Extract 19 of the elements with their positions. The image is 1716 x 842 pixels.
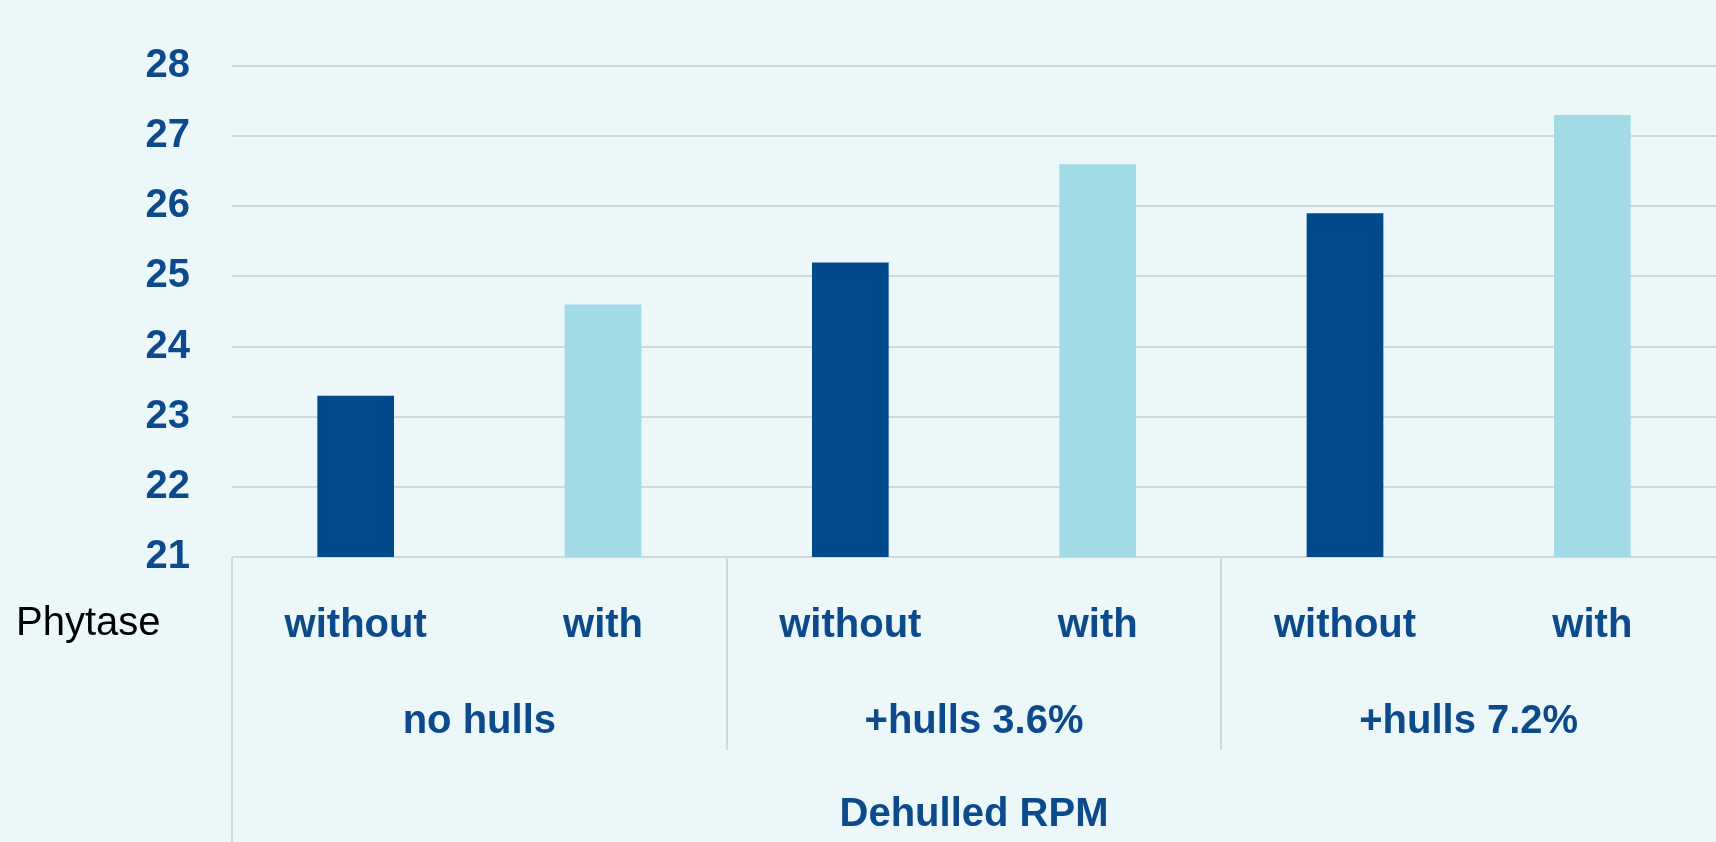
x-axis-title: Dehulled RPM bbox=[839, 790, 1109, 835]
x-tick-label: without bbox=[283, 601, 427, 646]
x-tick-label: without bbox=[1272, 601, 1417, 646]
y-tick-label: 27 bbox=[145, 111, 190, 156]
text: Phytase bbox=[16, 599, 161, 644]
x-tick-label: without bbox=[778, 601, 922, 646]
y-tick-label: 24 bbox=[145, 321, 191, 366]
y-tick-label: 25 bbox=[145, 251, 190, 296]
y-tick-label: 23 bbox=[145, 391, 190, 436]
x-tick-label: with bbox=[1551, 601, 1633, 646]
text: +hulls 3.6% bbox=[864, 697, 1084, 742]
text: no hulls bbox=[402, 697, 556, 742]
y-tick-label: 22 bbox=[145, 461, 190, 506]
x-tick-label: with bbox=[562, 601, 643, 646]
text: +hulls 7.2% bbox=[1359, 697, 1579, 742]
y-tick-label: 21 bbox=[145, 532, 190, 577]
y-tick-label: 26 bbox=[145, 181, 190, 226]
y-tick-label: 28 bbox=[145, 41, 190, 86]
x-tick-label: with bbox=[1056, 601, 1138, 646]
